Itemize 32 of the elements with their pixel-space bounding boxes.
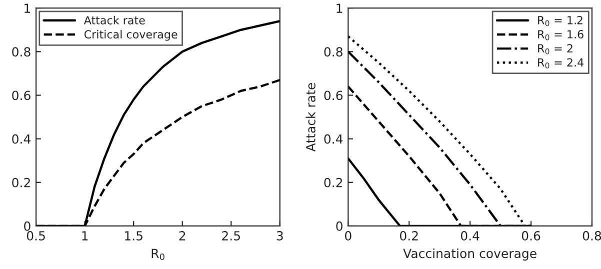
legend-label: R$_{0}$ = 2.4 [538, 58, 584, 68]
y-tick-label: 0.2 [12, 178, 30, 188]
y-tick-label: 0.6 [12, 90, 30, 100]
x-tick-label: 3 [276, 231, 283, 240]
y-tick-label: 0 [24, 221, 30, 231]
y-tick-label: 1 [24, 4, 30, 13]
y-tick-label: 0.2 [324, 178, 342, 188]
x-tick-label: 0.8 [582, 231, 601, 240]
x-tick-label: 2.5 [222, 231, 240, 240]
x-tick-label: 0 [345, 231, 352, 240]
legend-label: R$_{0}$ = 2 [538, 44, 572, 54]
x-axis-title: Vaccination coverage [403, 248, 536, 261]
x-tick-label: 0.6 [522, 231, 540, 240]
x-tick-label: 0.5 [26, 231, 45, 240]
y-tick-label: 0.8 [324, 47, 342, 57]
legend-label: Attack rate [84, 16, 145, 24]
x-tick-label: 1 [82, 231, 88, 240]
x-tick-label: 0.2 [400, 231, 418, 240]
legend-label: Critical coverage [84, 30, 178, 41]
legend-label: R$_{0}$ = 1.6 [538, 30, 584, 40]
y-tick-label: 0 [336, 221, 342, 231]
x-tick-label: 0.4 [460, 231, 480, 240]
y-tick-label: 0.4 [324, 134, 343, 144]
y-tick-label: 1 [336, 4, 342, 13]
x-tick-label: 2 [179, 231, 186, 240]
y-tick-label: 0.8 [12, 47, 30, 57]
x-tick-label: 1.5 [125, 231, 142, 240]
y-axis-title: Attack rate [306, 83, 316, 152]
y-tick-label: 0.4 [12, 134, 30, 144]
x-axis-title: R$_{0}$ [152, 248, 164, 260]
y-tick-label: 0.6 [324, 90, 343, 100]
legend-label: R$_{0}$ = 1.2 [538, 16, 582, 26]
